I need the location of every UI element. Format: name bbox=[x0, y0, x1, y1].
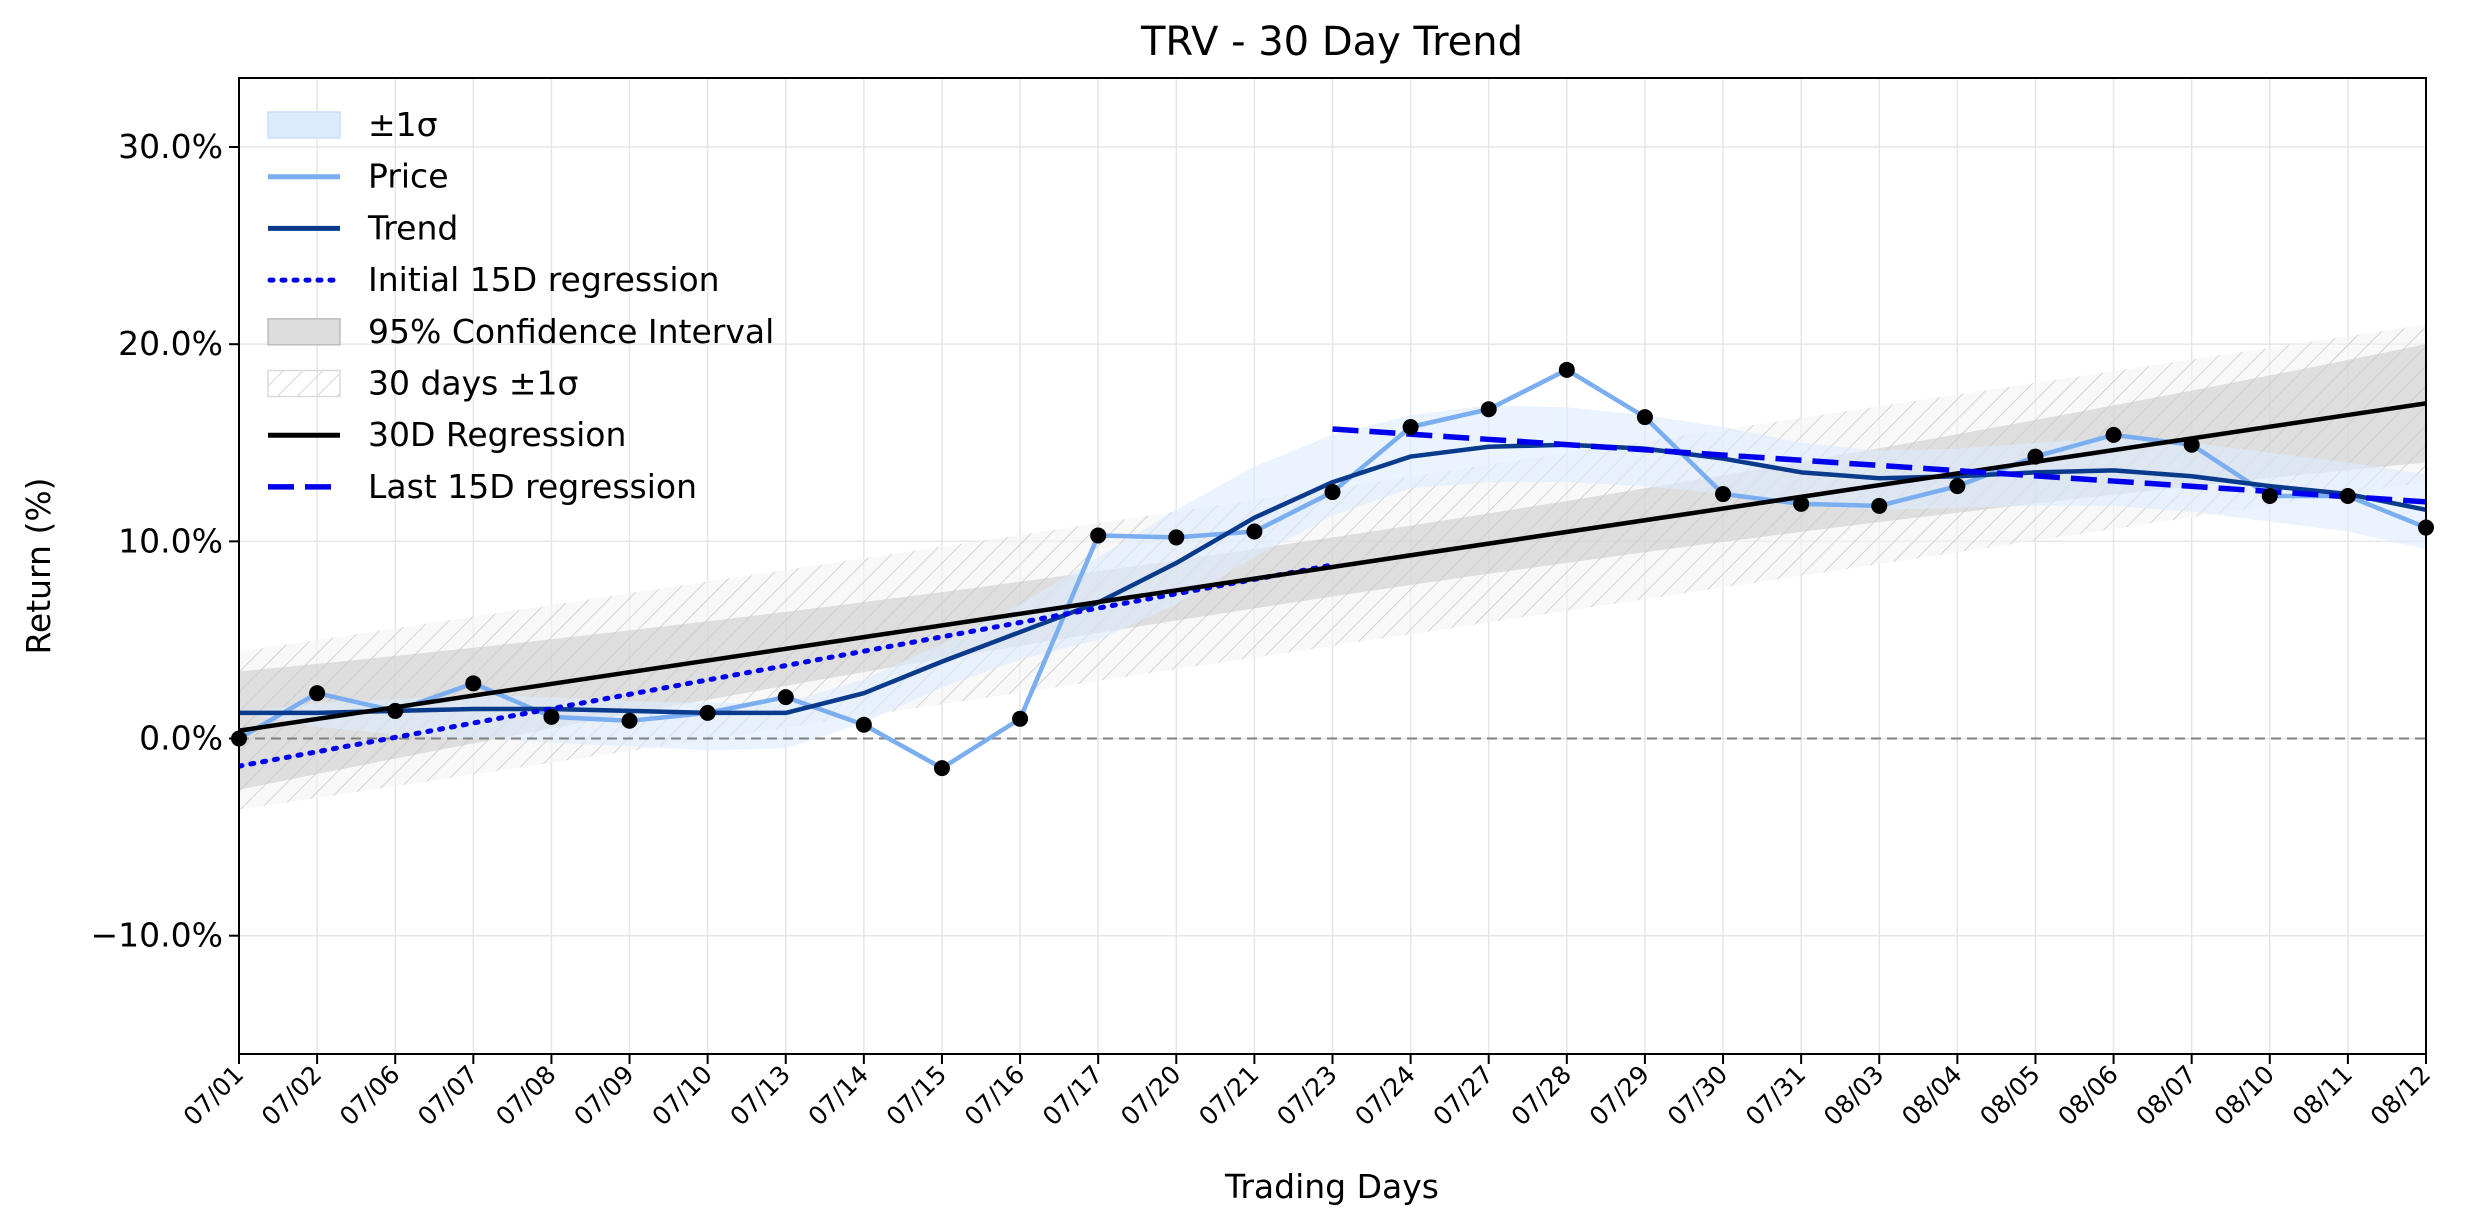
x-tick-label: 07/29 bbox=[1584, 1060, 1655, 1131]
price-point bbox=[1636, 409, 1653, 426]
price-point bbox=[2183, 436, 2200, 453]
x-tick-label: 07/21 bbox=[1193, 1060, 1264, 1131]
price-point bbox=[855, 716, 872, 733]
x-tick-label: 07/02 bbox=[256, 1060, 327, 1131]
price-point bbox=[543, 708, 560, 725]
legend-label-ci95: 95% Confidence Interval bbox=[368, 312, 774, 351]
x-tick-label: 07/27 bbox=[1428, 1060, 1499, 1131]
price-point bbox=[1402, 418, 1419, 435]
x-tick-label: 07/20 bbox=[1115, 1060, 1186, 1131]
legend-item-ci95: 95% Confidence Interval bbox=[267, 312, 774, 351]
price-point bbox=[699, 704, 716, 721]
y-tick-label: 0.0% bbox=[139, 719, 223, 758]
legend-swatch-sigma bbox=[267, 111, 341, 139]
legend-label-last15: Last 15D regression bbox=[368, 467, 697, 506]
price-point bbox=[1949, 478, 1966, 495]
y-tick-label: 10.0% bbox=[118, 521, 223, 560]
legend-item-price: Price bbox=[268, 157, 449, 196]
x-tick-label: 07/17 bbox=[1037, 1060, 1108, 1131]
price-point bbox=[1793, 495, 1810, 512]
legend-label-sigma30: 30 days ±1σ bbox=[368, 364, 578, 403]
x-tick-label: 08/04 bbox=[1896, 1060, 1967, 1131]
legend-item-initial15: Initial 15D regression bbox=[267, 260, 720, 299]
x-tick-label: 07/31 bbox=[1740, 1060, 1811, 1131]
y-axis-ticks: −10.0% 0.0% 10.0% 20.0% 30.0% bbox=[91, 127, 239, 955]
legend-item-sigma30: 30 days ±1σ bbox=[267, 364, 578, 403]
legend-item-reg30: 30D Regression bbox=[268, 415, 626, 454]
price-point bbox=[1168, 529, 1185, 546]
price-point bbox=[1012, 710, 1029, 727]
x-tick-label: 08/03 bbox=[1818, 1060, 1889, 1131]
trend-line bbox=[239, 442, 2426, 716]
x-tick-label: 07/10 bbox=[646, 1060, 717, 1131]
x-tick-label: 07/16 bbox=[959, 1060, 1030, 1131]
legend-item-trend: Trend bbox=[268, 208, 458, 247]
x-tick-label: 07/23 bbox=[1271, 1060, 1342, 1131]
y-tick-label: 20.0% bbox=[118, 324, 223, 363]
price-point bbox=[777, 689, 794, 706]
sigma-band bbox=[239, 405, 2426, 751]
y-axis-label: Return (%) bbox=[19, 477, 58, 654]
legend: ±1σ Price Trend Initial 15D regression 95% C… bbox=[267, 105, 774, 506]
price-point bbox=[1715, 486, 1732, 503]
price-point bbox=[2339, 488, 2356, 505]
x-tick-label: 08/07 bbox=[2130, 1060, 2201, 1131]
price-points bbox=[231, 361, 2434, 777]
regression-30d-line bbox=[239, 401, 2426, 733]
x-tick-label: 07/01 bbox=[178, 1060, 249, 1131]
x-tick-label: 07/15 bbox=[881, 1060, 952, 1131]
x-axis-label: Trading Days bbox=[1224, 1167, 1439, 1206]
legend-label-initial15: Initial 15D regression bbox=[368, 260, 720, 299]
price-point bbox=[2261, 488, 2278, 505]
price-point bbox=[387, 702, 404, 719]
legend-label-reg30: 30D Regression bbox=[368, 415, 626, 454]
price-point bbox=[1480, 401, 1497, 418]
x-tick-label: 07/07 bbox=[412, 1060, 483, 1131]
y-tick-label: −10.0% bbox=[91, 916, 223, 955]
x-tick-label: 08/05 bbox=[1974, 1060, 2045, 1131]
legend-swatch-sigma30 bbox=[267, 369, 341, 398]
price-point bbox=[1246, 523, 1263, 540]
legend-label-trend: Trend bbox=[367, 208, 458, 247]
chart-title: TRV - 30 Day Trend bbox=[1140, 19, 1523, 65]
legend-item-last15: Last 15D regression bbox=[268, 467, 697, 506]
x-tick-label: 08/06 bbox=[2052, 1060, 2123, 1131]
price-point bbox=[621, 712, 638, 729]
x-tick-label: 07/14 bbox=[803, 1060, 874, 1131]
legend-item-sigma: ±1σ bbox=[267, 105, 438, 144]
price-point bbox=[2105, 426, 2122, 443]
x-axis-ticks: 07/01 07/02 07/06 07/07 07/08 07/09 07/10 07/13… bbox=[178, 1054, 2436, 1131]
x-tick-label: 07/09 bbox=[568, 1060, 639, 1131]
legend-label-sigma: ±1σ bbox=[368, 105, 438, 144]
x-tick-label: 08/10 bbox=[2209, 1060, 2280, 1131]
x-tick-label: 07/24 bbox=[1349, 1060, 1420, 1131]
x-tick-label: 07/06 bbox=[334, 1060, 405, 1131]
price-point bbox=[1090, 527, 1107, 544]
x-tick-label: 07/13 bbox=[725, 1060, 796, 1131]
x-tick-label: 07/08 bbox=[490, 1060, 561, 1131]
y-tick-label: 30.0% bbox=[118, 127, 223, 166]
price-point bbox=[1324, 484, 1341, 501]
x-tick-label: 07/28 bbox=[1506, 1060, 1577, 1131]
price-point bbox=[2027, 448, 2044, 465]
last-15d-regression-line bbox=[1332, 426, 2426, 505]
legend-swatch-ci95 bbox=[267, 318, 341, 346]
x-tick-label: 07/30 bbox=[1662, 1060, 1733, 1131]
price-point bbox=[1871, 497, 1888, 514]
x-tick-label: 08/11 bbox=[2287, 1060, 2358, 1131]
initial-15d-regression-line bbox=[239, 562, 1335, 769]
price-point bbox=[1558, 361, 1575, 378]
price-point bbox=[933, 760, 950, 777]
price-point bbox=[309, 685, 326, 702]
legend-label-price: Price bbox=[368, 157, 449, 196]
x-tick-label: 08/12 bbox=[2365, 1060, 2436, 1131]
price-point bbox=[465, 675, 482, 692]
